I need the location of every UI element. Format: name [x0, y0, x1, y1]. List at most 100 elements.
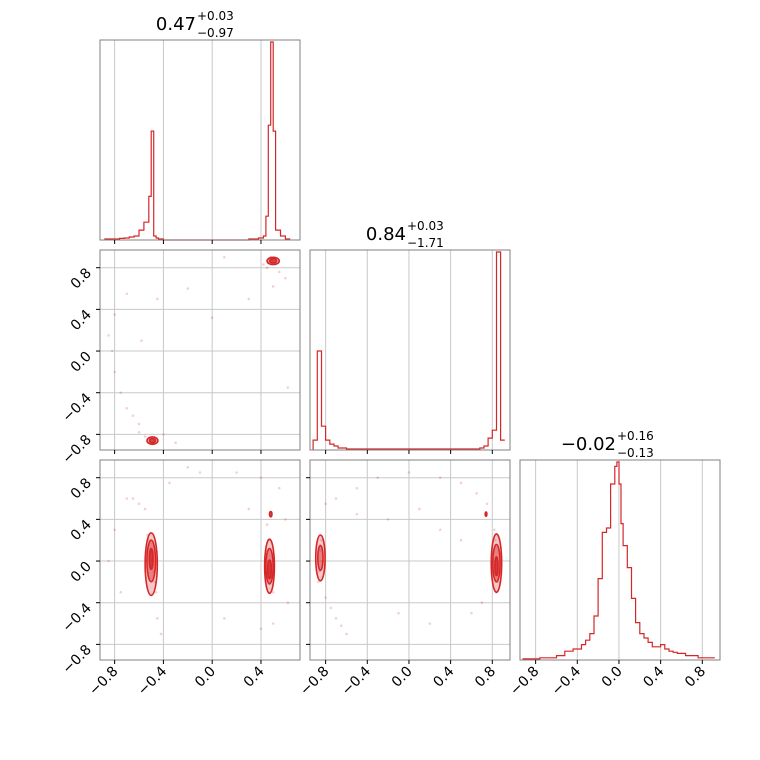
- sample-point: [265, 523, 269, 526]
- sample-point: [376, 476, 380, 480]
- sample-point: [143, 435, 147, 438]
- x-tick-label: 0.4: [430, 663, 457, 690]
- x-tick-label: −0.4: [339, 663, 374, 698]
- x-tick-label: 0.8: [472, 664, 499, 691]
- x-tick-label: 0.8: [682, 664, 709, 691]
- sample-point: [286, 601, 290, 605]
- histogram-param-0: [104, 41, 291, 241]
- sample-point: [156, 617, 159, 620]
- title-value: 0.47: [156, 14, 196, 35]
- histogram-panel-param-2: [519, 459, 721, 661]
- sample-point: [277, 270, 281, 274]
- sample-point: [459, 481, 463, 485]
- param-title-1: 0.84 +0.03 −1.71: [366, 219, 444, 250]
- x-tick-label: −0.8: [507, 664, 542, 699]
- density-contour: [314, 534, 326, 582]
- density-contour: [148, 437, 157, 444]
- y-tick-label: 0.4: [68, 517, 95, 544]
- sample-point: [407, 471, 411, 474]
- scatter-panel-1-vs-0: [99, 249, 301, 451]
- sample-point: [277, 486, 281, 490]
- sample-point: [131, 414, 135, 417]
- sample-point: [198, 471, 202, 474]
- sample-point: [186, 287, 190, 290]
- sample-point: [397, 611, 400, 615]
- sample-point: [345, 632, 348, 636]
- sample-point: [247, 507, 251, 511]
- sample-point: [339, 624, 343, 627]
- sample-point: [324, 502, 327, 506]
- sample-point: [459, 538, 463, 542]
- y-tick-label: 0.0: [68, 349, 95, 376]
- sample-point: [259, 476, 263, 480]
- scatter-panel-2-vs-0: [99, 459, 301, 661]
- x-tick-label: −0.8: [86, 664, 121, 699]
- sample-point: [480, 601, 484, 605]
- title-err-minus: −1.71: [407, 236, 444, 250]
- histogram-panel-param-1: [309, 249, 511, 451]
- sample-point: [186, 465, 190, 469]
- sample-point: [265, 266, 269, 270]
- histogram-panel-param-0: [99, 39, 301, 241]
- sample-point: [107, 334, 110, 337]
- sample-point: [223, 255, 226, 259]
- sample-point: [259, 627, 263, 631]
- sample-point: [438, 528, 442, 532]
- sample-point: [271, 285, 275, 288]
- sample-point: [137, 502, 141, 506]
- title-value: 0.84: [366, 224, 406, 245]
- sample-point: [485, 502, 489, 506]
- sample-point: [110, 349, 114, 353]
- sample-point: [317, 580, 320, 584]
- y-tick-label: 0.4: [68, 307, 95, 334]
- sample-point: [493, 528, 496, 532]
- x-tick-label: −0.4: [135, 663, 170, 698]
- y-tick-label: −0.8: [59, 642, 94, 677]
- sample-point: [162, 433, 165, 436]
- sample-point: [137, 422, 141, 426]
- sample-point: [470, 611, 473, 615]
- sample-point: [494, 538, 497, 542]
- density-contour: [494, 556, 499, 577]
- sample-point: [355, 512, 359, 516]
- sample-point: [428, 622, 432, 625]
- density-contour: [317, 544, 324, 572]
- y-tick-label: 0.8: [68, 475, 95, 502]
- title-err-minus: −0.13: [617, 446, 654, 460]
- sample-point: [156, 297, 159, 301]
- sample-point: [320, 538, 323, 542]
- sample-point: [329, 606, 333, 610]
- sample-point: [223, 617, 226, 620]
- sample-point: [140, 339, 143, 342]
- y-tick-label: −0.4: [59, 600, 94, 635]
- sample-point: [247, 297, 251, 301]
- title-err-plus: +0.16: [617, 429, 654, 443]
- sample-point: [125, 407, 129, 410]
- y-tick-label: −0.4: [59, 390, 94, 425]
- sample-point: [154, 590, 158, 594]
- sample-point: [271, 590, 275, 594]
- sample-point: [235, 471, 238, 474]
- sample-point: [159, 632, 163, 636]
- sample-point: [271, 622, 275, 625]
- param-title-2: −0.02 +0.16 −0.13: [561, 429, 654, 460]
- x-tick-label: −0.8: [297, 664, 332, 699]
- x-tick-label: 0.4: [640, 663, 667, 690]
- x-tick-label: 0.0: [389, 664, 416, 691]
- histogram-param-1: [312, 251, 505, 450]
- sample-point: [262, 263, 265, 266]
- sample-point: [386, 518, 390, 521]
- sample-point: [113, 528, 116, 532]
- density-contour: [266, 559, 273, 580]
- sample-point: [125, 497, 129, 500]
- y-tick-label: 0.0: [68, 559, 95, 586]
- title-err-plus: +0.03: [197, 9, 234, 23]
- sample-point: [113, 370, 116, 374]
- sample-point: [107, 559, 110, 563]
- title-err-minus: −0.97: [197, 26, 234, 40]
- sample-point: [168, 481, 171, 485]
- sample-point: [125, 292, 129, 296]
- x-tick-label: 0.0: [599, 664, 626, 691]
- density-contour: [148, 547, 154, 571]
